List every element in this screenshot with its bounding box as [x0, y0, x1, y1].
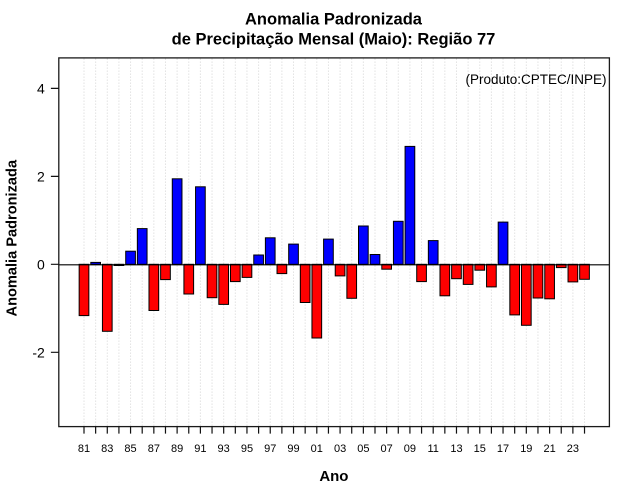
svg-text:23: 23 — [567, 443, 579, 455]
svg-text:07: 07 — [381, 443, 393, 455]
svg-text:93: 93 — [218, 443, 230, 455]
svg-text:2: 2 — [37, 168, 45, 184]
svg-text:11: 11 — [427, 443, 438, 455]
svg-text:91: 91 — [194, 443, 206, 455]
svg-text:(Produto:CPTEC/INPE): (Produto:CPTEC/INPE) — [465, 72, 606, 87]
svg-text:03: 03 — [334, 443, 346, 455]
svg-text:09: 09 — [404, 443, 416, 455]
svg-text:99: 99 — [287, 443, 299, 455]
svg-text:15: 15 — [474, 443, 486, 455]
svg-text:13: 13 — [450, 443, 462, 455]
svg-text:87: 87 — [148, 443, 160, 455]
svg-text:95: 95 — [241, 443, 253, 455]
svg-text:81: 81 — [78, 443, 90, 455]
svg-text:89: 89 — [171, 443, 183, 455]
svg-text:4: 4 — [37, 80, 45, 96]
svg-text:0: 0 — [37, 256, 45, 272]
svg-text:85: 85 — [124, 443, 136, 455]
svg-text:Anomalia Padronizada: Anomalia Padronizada — [4, 159, 20, 316]
svg-text:17: 17 — [497, 443, 509, 455]
svg-text:Ano: Ano — [319, 468, 348, 485]
svg-text:19: 19 — [520, 443, 532, 455]
svg-text:05: 05 — [357, 443, 369, 455]
svg-text:83: 83 — [101, 443, 113, 455]
svg-text:-2: -2 — [32, 344, 45, 360]
svg-text:97: 97 — [264, 443, 276, 455]
svg-text:Anomalia Padronizada: Anomalia Padronizada — [245, 11, 423, 29]
svg-text:21: 21 — [543, 443, 555, 455]
svg-text:01: 01 — [311, 443, 323, 455]
svg-text:de Precipitação Mensal (Maio):: de Precipitação Mensal (Maio): Região 77 — [172, 30, 496, 48]
